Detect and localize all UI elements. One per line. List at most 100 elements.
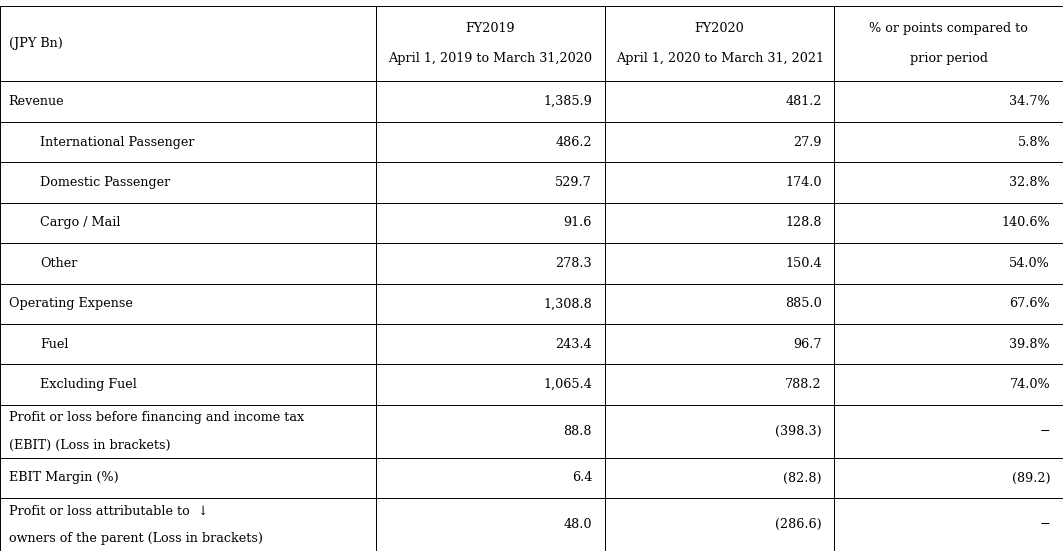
Bar [376,324,605,365]
Bar [0,324,376,365]
Text: 39.8%: 39.8% [1010,338,1050,351]
Bar [834,498,1063,551]
Bar [834,82,1063,122]
Text: Domestic Passenger: Domestic Passenger [40,176,171,189]
Bar [834,405,1063,458]
Text: (398.3): (398.3) [775,425,822,438]
Bar [376,162,605,203]
Text: 91.6: 91.6 [563,217,592,229]
Text: 74.0%: 74.0% [1010,378,1050,391]
Bar [605,498,834,551]
Text: FY2020: FY2020 [695,21,744,35]
Bar [376,122,605,162]
Bar [605,6,834,82]
Bar [834,243,1063,284]
Bar [605,324,834,365]
Bar [0,6,376,82]
Text: 529.7: 529.7 [555,176,592,189]
Text: 788.2: 788.2 [786,378,822,391]
Bar [834,122,1063,162]
Text: 481.2: 481.2 [786,95,822,108]
Bar [376,365,605,405]
Text: Excluding Fuel: Excluding Fuel [40,378,137,391]
Bar [376,405,605,458]
Text: (286.6): (286.6) [775,518,822,531]
Bar [0,162,376,203]
Text: Other: Other [40,257,78,270]
Text: Cargo / Mail: Cargo / Mail [40,217,121,229]
Text: Profit or loss attributable to  ↓: Profit or loss attributable to ↓ [9,504,208,517]
Text: 174.0: 174.0 [786,176,822,189]
Text: 34.7%: 34.7% [1010,95,1050,108]
Text: Operating Expense: Operating Expense [9,298,133,310]
Text: (82.8): (82.8) [783,472,822,484]
Bar [0,82,376,122]
Text: 885.0: 885.0 [784,298,822,310]
Text: 67.6%: 67.6% [1010,298,1050,310]
Text: 150.4: 150.4 [786,257,822,270]
Text: 1,065.4: 1,065.4 [543,378,592,391]
Bar [834,162,1063,203]
Text: % or points compared to: % or points compared to [870,21,1028,35]
Bar [0,405,376,458]
Bar [376,82,605,122]
Text: Revenue: Revenue [9,95,64,108]
Bar [605,243,834,284]
Bar [376,243,605,284]
Bar [834,365,1063,405]
Text: 27.9: 27.9 [793,136,822,149]
Text: 1,308.8: 1,308.8 [543,298,592,310]
Text: 6.4: 6.4 [572,472,592,484]
Bar [834,6,1063,82]
Text: prior period: prior period [910,52,988,66]
Text: April 1, 2020 to March 31, 2021: April 1, 2020 to March 31, 2021 [615,52,824,66]
Bar [834,458,1063,498]
Bar [834,203,1063,243]
Text: 486.2: 486.2 [556,136,592,149]
Text: 5.8%: 5.8% [1017,136,1050,149]
Text: (EBIT) (Loss in brackets): (EBIT) (Loss in brackets) [9,439,170,452]
Bar [376,284,605,324]
Text: 140.6%: 140.6% [1001,217,1050,229]
Bar [605,284,834,324]
Bar [605,122,834,162]
Bar [0,203,376,243]
Text: International Passenger: International Passenger [40,136,195,149]
Bar [0,284,376,324]
Text: (89.2): (89.2) [1012,472,1050,484]
Text: 48.0: 48.0 [563,518,592,531]
Text: 278.3: 278.3 [556,257,592,270]
Text: Profit or loss before financing and income tax: Profit or loss before financing and inco… [9,411,304,424]
Text: 96.7: 96.7 [793,338,822,351]
Bar [605,365,834,405]
Bar [0,498,376,551]
Text: April 1, 2019 to March 31,2020: April 1, 2019 to March 31,2020 [389,52,592,66]
Bar [0,458,376,498]
Bar [605,162,834,203]
Text: 32.8%: 32.8% [1010,176,1050,189]
Bar [376,498,605,551]
Text: 243.4: 243.4 [556,338,592,351]
Text: −: − [1040,425,1050,438]
Text: 88.8: 88.8 [563,425,592,438]
Bar [0,122,376,162]
Text: owners of the parent (Loss in brackets): owners of the parent (Loss in brackets) [9,532,263,545]
Text: 128.8: 128.8 [786,217,822,229]
Text: 54.0%: 54.0% [1010,257,1050,270]
Text: −: − [1040,518,1050,531]
Text: Fuel: Fuel [40,338,69,351]
Text: FY2019: FY2019 [466,21,516,35]
Bar [376,458,605,498]
Bar [376,6,605,82]
Bar [0,365,376,405]
Bar [605,82,834,122]
Text: EBIT Margin (%): EBIT Margin (%) [9,472,118,484]
Bar [605,203,834,243]
Bar [605,458,834,498]
Bar [834,284,1063,324]
Bar [0,243,376,284]
Text: (JPY Bn): (JPY Bn) [9,37,63,50]
Text: 1,385.9: 1,385.9 [543,95,592,108]
Bar [605,405,834,458]
Bar [376,203,605,243]
